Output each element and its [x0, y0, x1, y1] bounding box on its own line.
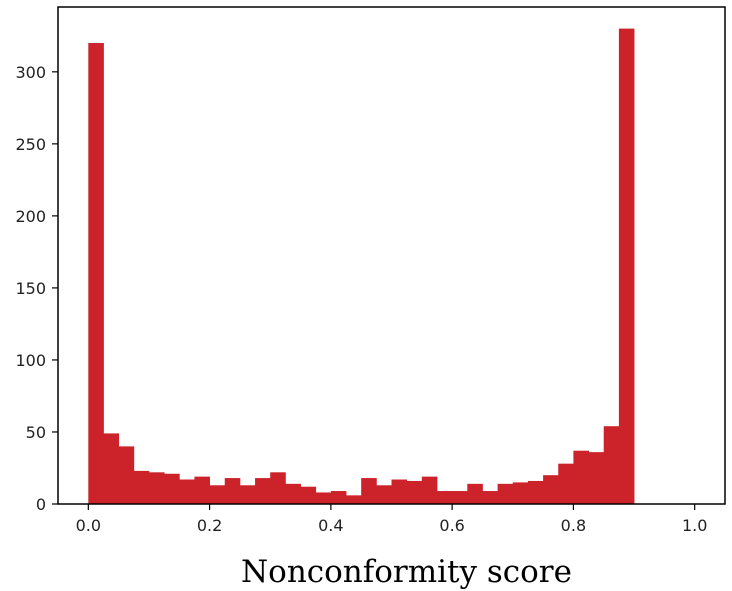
y-tick-label: 50 — [26, 423, 46, 442]
y-tick-label: 150 — [15, 279, 46, 298]
x-tick-label: 1.0 — [682, 516, 707, 535]
plot-frame — [57, 6, 726, 505]
histogram-bar — [88, 43, 104, 504]
y-tick-label: 300 — [15, 63, 46, 82]
histogram-bar — [361, 478, 377, 504]
histogram-bar — [603, 426, 620, 504]
histogram-bar — [452, 491, 468, 504]
histogram-bar — [209, 485, 226, 504]
histogram-bar — [194, 476, 210, 504]
x-axis-title: Nonconformity score — [241, 554, 572, 590]
x-axis-ticks: 0.0 0.2 0.4 0.6 0.8 1.0 — [76, 504, 707, 535]
histogram-bar — [558, 463, 574, 504]
histogram-bar — [527, 480, 544, 504]
y-tick-label: 200 — [15, 207, 46, 226]
histogram-bar — [133, 470, 150, 504]
histogram-bar — [467, 483, 483, 504]
histogram-bar — [497, 483, 514, 504]
histogram-bar — [224, 478, 241, 504]
histogram-bar — [315, 492, 332, 504]
y-tick-label: 100 — [15, 351, 46, 370]
histogram-bar — [179, 479, 195, 504]
histogram-bar — [270, 472, 286, 504]
histogram-bar — [148, 472, 165, 504]
histogram-bar — [118, 446, 135, 504]
histogram-bar — [239, 485, 256, 504]
histogram-bar — [436, 491, 453, 504]
histogram-bar — [421, 476, 438, 504]
histogram-bar — [255, 478, 271, 504]
histogram-bar — [376, 485, 392, 504]
y-tick-label: 0 — [36, 495, 46, 514]
x-tick-label: 0.4 — [318, 516, 343, 535]
x-tick-label: 0.6 — [439, 516, 464, 535]
y-axis-ticks: 0 50 100 150 200 250 300 — [15, 63, 58, 514]
histogram-bar — [406, 480, 423, 504]
histogram-bar — [618, 28, 635, 504]
histogram-bar — [103, 433, 120, 504]
histogram-bar — [588, 452, 605, 504]
histogram-bar — [164, 473, 180, 504]
histogram-bar — [543, 475, 559, 504]
x-tick-label: 0.0 — [76, 516, 101, 535]
histogram-bar — [573, 450, 589, 504]
histogram-bar — [391, 479, 408, 504]
histogram-bar — [346, 495, 362, 504]
histogram-bars — [88, 28, 635, 504]
x-tick-label: 0.2 — [197, 516, 222, 535]
x-tick-label: 0.8 — [561, 516, 586, 535]
histogram-bar — [330, 491, 347, 504]
histogram-bar — [512, 482, 529, 504]
histogram-bar — [300, 486, 317, 504]
y-tick-label: 250 — [15, 135, 46, 154]
histogram-bar — [482, 491, 499, 504]
histogram-bar — [285, 483, 301, 504]
